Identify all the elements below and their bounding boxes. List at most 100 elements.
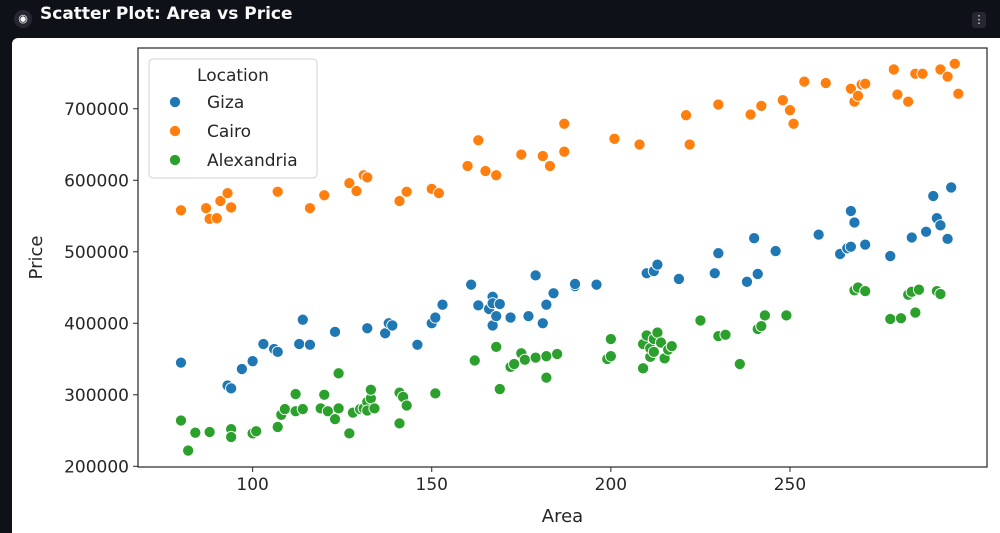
data-point-giza (812, 228, 825, 241)
series-cairo (174, 57, 965, 225)
data-point-cairo (941, 70, 954, 83)
data-point-cairo (934, 63, 947, 76)
data-point-cairo (214, 194, 227, 208)
legend-marker (168, 124, 182, 138)
data-point-alexandria (393, 417, 406, 430)
data-point-cairo (174, 204, 188, 217)
data-point-alexandria (884, 312, 897, 326)
data-point-giza (529, 269, 542, 282)
data-point-giza (504, 311, 517, 324)
data-point-cairo (680, 109, 693, 122)
data-point-alexandria (296, 403, 309, 416)
x-tick-label: 250 (774, 475, 806, 495)
data-point-alexandria (174, 414, 188, 427)
data-point-alexandria (332, 367, 345, 380)
legend-marker (168, 95, 182, 109)
data-point-cairo (515, 148, 528, 161)
series-alexandria (174, 281, 947, 457)
data-point-cairo (776, 94, 789, 107)
data-point-giza (174, 356, 188, 369)
data-point-cairo (472, 134, 485, 147)
legend-label: Cairo (207, 122, 251, 142)
data-point-cairo (350, 184, 363, 198)
data-point-cairo (432, 187, 445, 200)
data-point-cairo (633, 138, 646, 151)
data-point-cairo (318, 189, 331, 202)
legend-marker (168, 153, 182, 167)
data-point-alexandria (733, 357, 746, 371)
data-point-giza (769, 245, 782, 258)
data-point-alexandria (604, 332, 617, 346)
data-point-giza (568, 277, 582, 291)
data-point-giza (590, 278, 603, 291)
data-point-cairo (916, 67, 929, 80)
data-point-giza (522, 310, 535, 323)
axes: 100 150 200 250 200000 300000 400000 500000 6000… (26, 47, 988, 527)
legend-label: Alexandria (207, 151, 298, 171)
data-point-cairo (558, 117, 571, 130)
data-point-alexandria (529, 351, 542, 364)
streamlit-icon[interactable]: ◉ (14, 10, 32, 28)
data-point-cairo (798, 75, 811, 88)
data-point-alexandria (343, 427, 356, 440)
data-point-alexandria (540, 350, 553, 363)
data-point-alexandria (429, 387, 442, 400)
data-point-giza (884, 250, 897, 263)
data-point-alexandria (203, 425, 216, 439)
data-point-cairo (844, 82, 857, 95)
data-point-cairo (461, 159, 474, 173)
data-point-alexandria (278, 403, 291, 416)
data-point-giza (429, 311, 442, 324)
data-point-giza (844, 240, 857, 253)
data-point-cairo (271, 185, 284, 198)
data-point-cairo (608, 132, 621, 145)
legend: Location Giza Cairo Alexandria (148, 58, 318, 179)
data-point-giza (303, 338, 316, 351)
data-point-cairo (361, 171, 374, 184)
data-point-giza (536, 317, 549, 330)
data-point-giza (490, 310, 503, 323)
data-point-alexandria (518, 353, 531, 366)
data-point-cairo (712, 98, 725, 111)
data-point-alexandria (225, 430, 238, 444)
data-point-alexandria (859, 285, 872, 298)
window-title: Scatter Plot: Area vs Price (40, 4, 293, 24)
data-point-alexandria (540, 371, 553, 384)
data-point-giza (328, 325, 342, 338)
data-point-cairo (887, 63, 900, 76)
data-point-cairo (755, 99, 768, 112)
data-point-alexandria (719, 328, 732, 341)
data-point-cairo (683, 138, 696, 151)
data-point-cairo (210, 212, 223, 225)
data-point-giza (920, 225, 933, 238)
data-point-alexandria (328, 413, 342, 426)
data-point-giza (436, 298, 449, 311)
legend-title: Location (197, 66, 269, 86)
data-point-alexandria (289, 388, 302, 401)
data-point-giza (740, 275, 754, 288)
data-point-cairo (948, 57, 961, 70)
series-giza (174, 181, 958, 395)
data-point-cairo (536, 149, 549, 163)
data-point-alexandria (468, 354, 481, 367)
data-point-giza (859, 238, 872, 251)
y-tick-label: 400000 (64, 314, 129, 334)
data-point-giza (927, 189, 940, 203)
data-point-cairo (744, 108, 757, 121)
data-point-alexandria (665, 340, 678, 353)
y-tick-label: 300000 (64, 386, 129, 406)
data-point-giza (934, 219, 947, 232)
data-point-cairo (558, 145, 571, 158)
data-points (174, 57, 965, 457)
vertical-dots-icon[interactable]: ⋮ (972, 12, 986, 28)
data-point-cairo (859, 77, 872, 90)
data-point-alexandria (654, 336, 668, 349)
data-point-giza (540, 298, 553, 311)
data-point-cairo (851, 89, 865, 102)
data-point-cairo (393, 194, 406, 208)
data-point-cairo (303, 202, 316, 215)
data-point-alexandria (637, 362, 650, 375)
data-point-giza (257, 337, 270, 351)
data-point-giza (361, 322, 374, 335)
data-point-giza (848, 216, 861, 229)
